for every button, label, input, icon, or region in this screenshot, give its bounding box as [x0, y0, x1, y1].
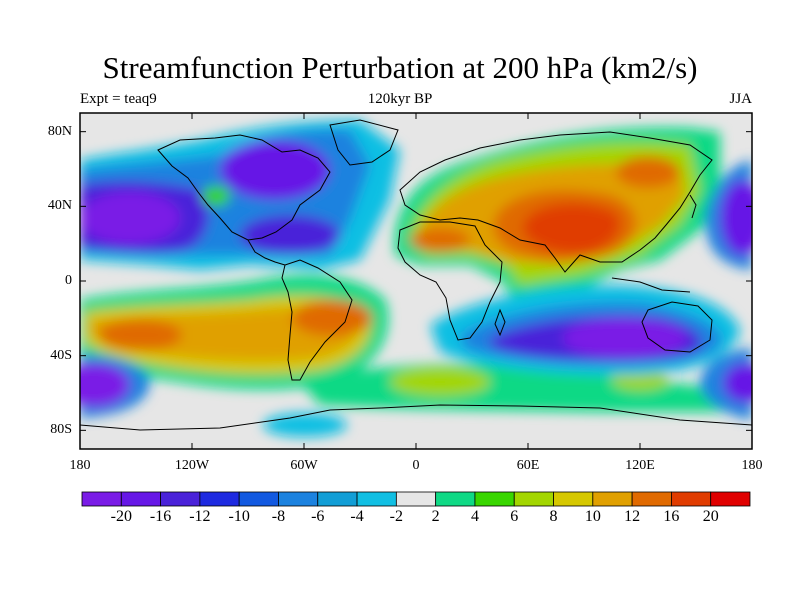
colorbar-label: -6	[311, 508, 325, 525]
colorbar-swatch	[710, 491, 751, 507]
field-mongolia-high	[616, 156, 680, 188]
lon-tick-label: 180	[741, 458, 763, 473]
colorbar-swatch	[395, 491, 437, 507]
colorbar-label: 20	[702, 508, 719, 525]
lon-tick-label: 0	[412, 458, 420, 473]
plot-title: Streamfunction Perturbation at 200 hPa (…	[102, 50, 698, 85]
lat-ticks	[80, 131, 752, 431]
colorbar-label: -4	[350, 508, 364, 525]
coast-central-america	[247, 239, 286, 266]
colorbar-label: -10	[228, 508, 250, 525]
colorbar-swatch	[553, 491, 594, 507]
season-label: JJA	[729, 91, 752, 107]
colorbar-swatch	[513, 491, 554, 507]
coast-antarctica	[80, 404, 752, 431]
lon-tick-label: 120E	[625, 458, 655, 473]
colorbar-swatch	[199, 491, 240, 507]
colorbar-swatch	[356, 491, 397, 507]
time-label: 120kyr BP	[367, 91, 433, 107]
coast-greenland	[329, 119, 399, 166]
field-samerica-high	[292, 300, 372, 336]
colorbar-label: 6	[510, 508, 519, 525]
field-spacific-low-core	[80, 363, 130, 407]
lon-tick-label: 60W	[290, 458, 318, 473]
colorbar-swatch	[474, 491, 515, 507]
colorbar-swatch	[671, 491, 712, 507]
field-sh-low-core	[563, 318, 687, 358]
coast-north-america	[157, 134, 331, 241]
lon-tick-label: 60E	[516, 458, 540, 473]
colorbar-label: -12	[189, 508, 211, 525]
lon-tick-label: 120W	[174, 458, 210, 473]
colorbar-label: -20	[110, 508, 132, 525]
colorbar-swatch	[317, 491, 358, 507]
coast-australia	[641, 301, 713, 353]
colorbar-label: -16	[149, 508, 172, 525]
colorbar	[81, 491, 751, 507]
lon-ticks	[79, 113, 753, 449]
colorbar-label: 4	[470, 508, 479, 525]
colorbar-label: 10	[584, 508, 601, 525]
coast-japan	[689, 194, 697, 219]
coast-indonesia	[611, 277, 691, 293]
colorbar-label: 2	[431, 508, 440, 525]
field-wpacific-low-core	[720, 180, 752, 256]
colorbar-swatch	[631, 491, 672, 507]
field-small-positive	[202, 186, 230, 206]
colorbar-swatch	[278, 491, 319, 507]
colorbar-swatch	[120, 491, 161, 507]
field-antarctic-low	[263, 413, 347, 437]
field-asia-red	[522, 203, 621, 254]
colorbar-swatch	[160, 491, 201, 507]
coast-eurasia	[399, 131, 713, 273]
lon-tick-label: 180	[69, 458, 91, 473]
colorbar-swatch	[435, 491, 476, 507]
colorbar-label: 8	[549, 508, 558, 525]
coast-madagascar	[494, 308, 506, 337]
lat-tick-label: 80N	[47, 123, 72, 139]
field-satlantic-yellow	[390, 368, 490, 396]
colorbar-swatch	[81, 491, 122, 507]
colorbar-label: 12	[624, 508, 641, 525]
field-spacific-high	[98, 319, 182, 351]
coast-africa	[397, 221, 503, 341]
lat-tick-label: 0	[65, 273, 72, 288]
coastlines	[80, 119, 752, 431]
colorbar-label: -8	[271, 508, 286, 525]
field-africa-high	[410, 228, 470, 252]
colorbar-swatch	[592, 491, 633, 507]
field-pacific-low-core	[80, 192, 180, 244]
colorbar-swatch	[238, 491, 279, 507]
coast-south-america	[281, 259, 353, 381]
contour-field	[80, 113, 752, 449]
lat-tick-label: 40S	[50, 347, 72, 363]
lat-tick-label: 80S	[50, 422, 72, 438]
field-east-sh-low-core	[723, 363, 752, 403]
lat-tick-label: 40N	[47, 198, 72, 214]
colorbar-label: 16	[663, 508, 680, 525]
experiment-label: Expt = teaq9	[80, 91, 157, 107]
field-arctic-low	[220, 140, 330, 200]
field-namerica-low	[240, 215, 340, 255]
colorbar-label: -2	[389, 508, 403, 525]
